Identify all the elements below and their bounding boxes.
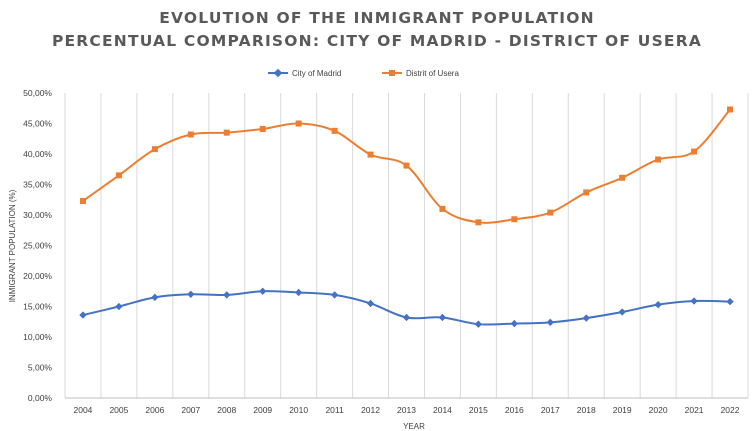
x-tick-label: 2007 (181, 405, 200, 415)
x-tick-label: 2018 (577, 405, 596, 415)
data-point-usera (223, 129, 230, 136)
y-tick-label: 0,00% (28, 393, 53, 403)
series-lines (79, 106, 734, 328)
data-point-madrid (294, 288, 303, 297)
data-point-usera (295, 120, 302, 127)
x-tick-label: 2022 (721, 405, 740, 415)
data-point-madrid (474, 320, 483, 328)
data-point-madrid (618, 308, 626, 316)
data-point-madrid (438, 313, 447, 322)
x-tick-label: 2016 (505, 405, 524, 415)
x-tick-label: 2015 (469, 405, 488, 415)
data-point-usera (115, 172, 122, 179)
legend-label-usera: Distrit of Usera (406, 69, 459, 78)
data-point-madrid (546, 318, 554, 327)
data-point-usera (151, 146, 158, 153)
x-tick-label: 2011 (325, 405, 344, 415)
data-point-madrid (690, 297, 698, 305)
x-tick-label: 2005 (109, 405, 128, 415)
data-point-usera (691, 148, 698, 155)
y-tick-label: 20,00% (23, 271, 52, 281)
data-point-madrid (79, 311, 87, 319)
x-axis-label: YEAR (403, 422, 425, 431)
y-tick-label: 40,00% (23, 149, 52, 159)
y-tick-label: 35,00% (23, 180, 52, 190)
legend-label-madrid: City of Madrid (292, 69, 341, 78)
data-point-usera (619, 174, 626, 181)
y-tick-label: 5,00% (28, 363, 53, 373)
data-point-usera (547, 209, 554, 216)
y-tick-label: 45,00% (23, 119, 52, 129)
data-point-usera (727, 106, 734, 113)
data-point-usera (79, 197, 86, 204)
data-point-madrid (726, 297, 734, 306)
x-tick-label: 2017 (541, 405, 560, 415)
x-tick-label: 2004 (74, 405, 93, 415)
data-point-usera (511, 216, 518, 223)
gridlines (64, 93, 749, 398)
legend: City of Madrid Distrit of Usera (268, 68, 459, 78)
data-point-usera (403, 162, 410, 169)
data-point-usera (439, 205, 446, 212)
data-point-madrid (654, 300, 662, 309)
data-point-madrid (187, 290, 195, 298)
x-tick-label: 2009 (253, 405, 272, 415)
y-tick-label: 10,00% (23, 332, 52, 342)
y-tick-label: 15,00% (23, 302, 52, 312)
x-tick-label: 2013 (397, 405, 416, 415)
data-point-madrid (151, 293, 159, 302)
y-tick-label: 30,00% (23, 210, 52, 220)
data-point-madrid (330, 291, 339, 299)
y-tick-label: 50,00% (23, 88, 52, 98)
data-point-usera (475, 219, 482, 226)
y-tick-labels: 0,00% 5,00% 10,00% 15,00% 20,00% 25,00% 30,00%… (23, 88, 52, 403)
x-tick-label: 2010 (289, 405, 308, 415)
data-point-usera (583, 189, 590, 196)
data-point-madrid (582, 314, 590, 322)
data-point-usera (655, 156, 662, 163)
legend-marker-madrid (273, 68, 283, 78)
x-tick-label: 2019 (613, 405, 632, 415)
x-tick-label: 2021 (685, 405, 704, 415)
y-axis-label: INMIGRANT POPULATION (%) (8, 189, 17, 302)
data-point-usera (187, 131, 194, 138)
data-point-usera (331, 127, 338, 134)
data-point-madrid (402, 313, 411, 322)
legend-marker-usera (389, 70, 395, 76)
x-tick-label: 2008 (217, 405, 236, 415)
y-tick-label: 25,00% (23, 241, 52, 251)
data-point-usera (367, 151, 374, 158)
data-point-madrid (259, 287, 267, 295)
data-point-madrid (366, 299, 375, 308)
x-tick-label: 2006 (145, 405, 164, 415)
x-tick-label: 2012 (361, 405, 380, 415)
x-tick-label: 2014 (433, 405, 452, 415)
chart-title-line-1: EVOLUTION OF THE INMIGRANT POPULATION (159, 9, 595, 27)
x-tick-label: 2020 (649, 405, 668, 415)
data-point-madrid (223, 291, 231, 299)
data-point-madrid (510, 319, 519, 328)
data-point-madrid (115, 302, 123, 311)
chart-title-line-2: PERCENTUAL COMPARISON: CITY OF MADRID - … (52, 32, 702, 50)
x-tick-labels: 2004 2005 2006 2007 2008 2009 2010 2011 2012 2013… (74, 405, 740, 415)
data-point-usera (259, 125, 266, 132)
